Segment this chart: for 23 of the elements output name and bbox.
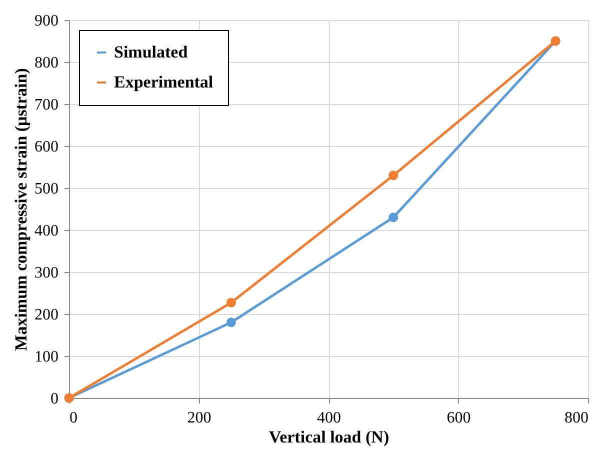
point xyxy=(226,318,236,328)
y-tick-label: 600 xyxy=(34,138,58,156)
y-axis-title: Maximum compressive strain (μstrain) xyxy=(12,68,30,351)
x-tick-label: 200 xyxy=(187,410,212,426)
y-tick-label: 700 xyxy=(34,96,58,114)
y-tick-label: 100 xyxy=(34,348,58,366)
x-axis-title: Vertical load (N) xyxy=(268,428,390,446)
y-tick-label: 900 xyxy=(34,12,58,30)
legend-label: Experimental xyxy=(114,72,214,92)
y-tick-label: 300 xyxy=(34,264,58,282)
x-tick-label: 0 xyxy=(70,410,78,426)
y-tick-label: 0 xyxy=(50,390,58,408)
point xyxy=(388,170,398,180)
x-tick-label: 600 xyxy=(446,410,471,426)
y-tick-label: 400 xyxy=(34,222,58,240)
point xyxy=(388,212,398,222)
x-tick-label: 400 xyxy=(317,410,341,426)
y-tick-label: 800 xyxy=(34,54,58,72)
point xyxy=(226,298,236,308)
y-tick-label: 200 xyxy=(34,306,58,324)
x-tick-label: 800 xyxy=(564,410,588,426)
y-tick-label: 500 xyxy=(34,180,58,198)
legend-label: Simulated xyxy=(114,42,188,62)
